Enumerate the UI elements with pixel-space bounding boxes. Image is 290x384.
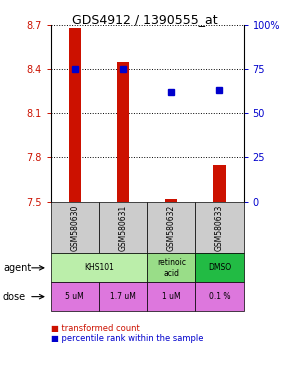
Bar	[69, 28, 81, 202]
Text: GSM580632: GSM580632	[167, 204, 176, 251]
Text: ■ transformed count: ■ transformed count	[51, 324, 139, 333]
Bar	[195, 282, 244, 311]
Text: 0.1 %: 0.1 %	[209, 292, 230, 301]
Bar	[147, 253, 195, 282]
Bar	[51, 282, 99, 311]
Text: 5 uM: 5 uM	[66, 292, 84, 301]
Bar	[195, 253, 244, 282]
Text: ■ percentile rank within the sample: ■ percentile rank within the sample	[51, 334, 203, 343]
Text: GSM580631: GSM580631	[119, 204, 128, 251]
Text: retinoic
acid: retinoic acid	[157, 258, 186, 278]
Text: GDS4912 / 1390555_at: GDS4912 / 1390555_at	[72, 13, 218, 26]
Text: KHS101: KHS101	[84, 263, 114, 272]
Text: 1.7 uM: 1.7 uM	[110, 292, 136, 301]
Text: dose: dose	[3, 291, 26, 302]
Bar	[147, 202, 195, 253]
Bar	[51, 202, 99, 253]
Text: 1 uM: 1 uM	[162, 292, 181, 301]
Bar	[165, 199, 177, 202]
Text: agent: agent	[3, 263, 31, 273]
Bar	[51, 253, 147, 282]
Bar	[147, 282, 195, 311]
Text: DMSO: DMSO	[208, 263, 231, 272]
Text: GSM580633: GSM580633	[215, 204, 224, 251]
Bar	[99, 282, 147, 311]
Bar	[117, 62, 129, 202]
Bar	[213, 165, 226, 202]
Bar	[99, 202, 147, 253]
Bar	[195, 202, 244, 253]
Text: GSM580630: GSM580630	[70, 204, 79, 251]
